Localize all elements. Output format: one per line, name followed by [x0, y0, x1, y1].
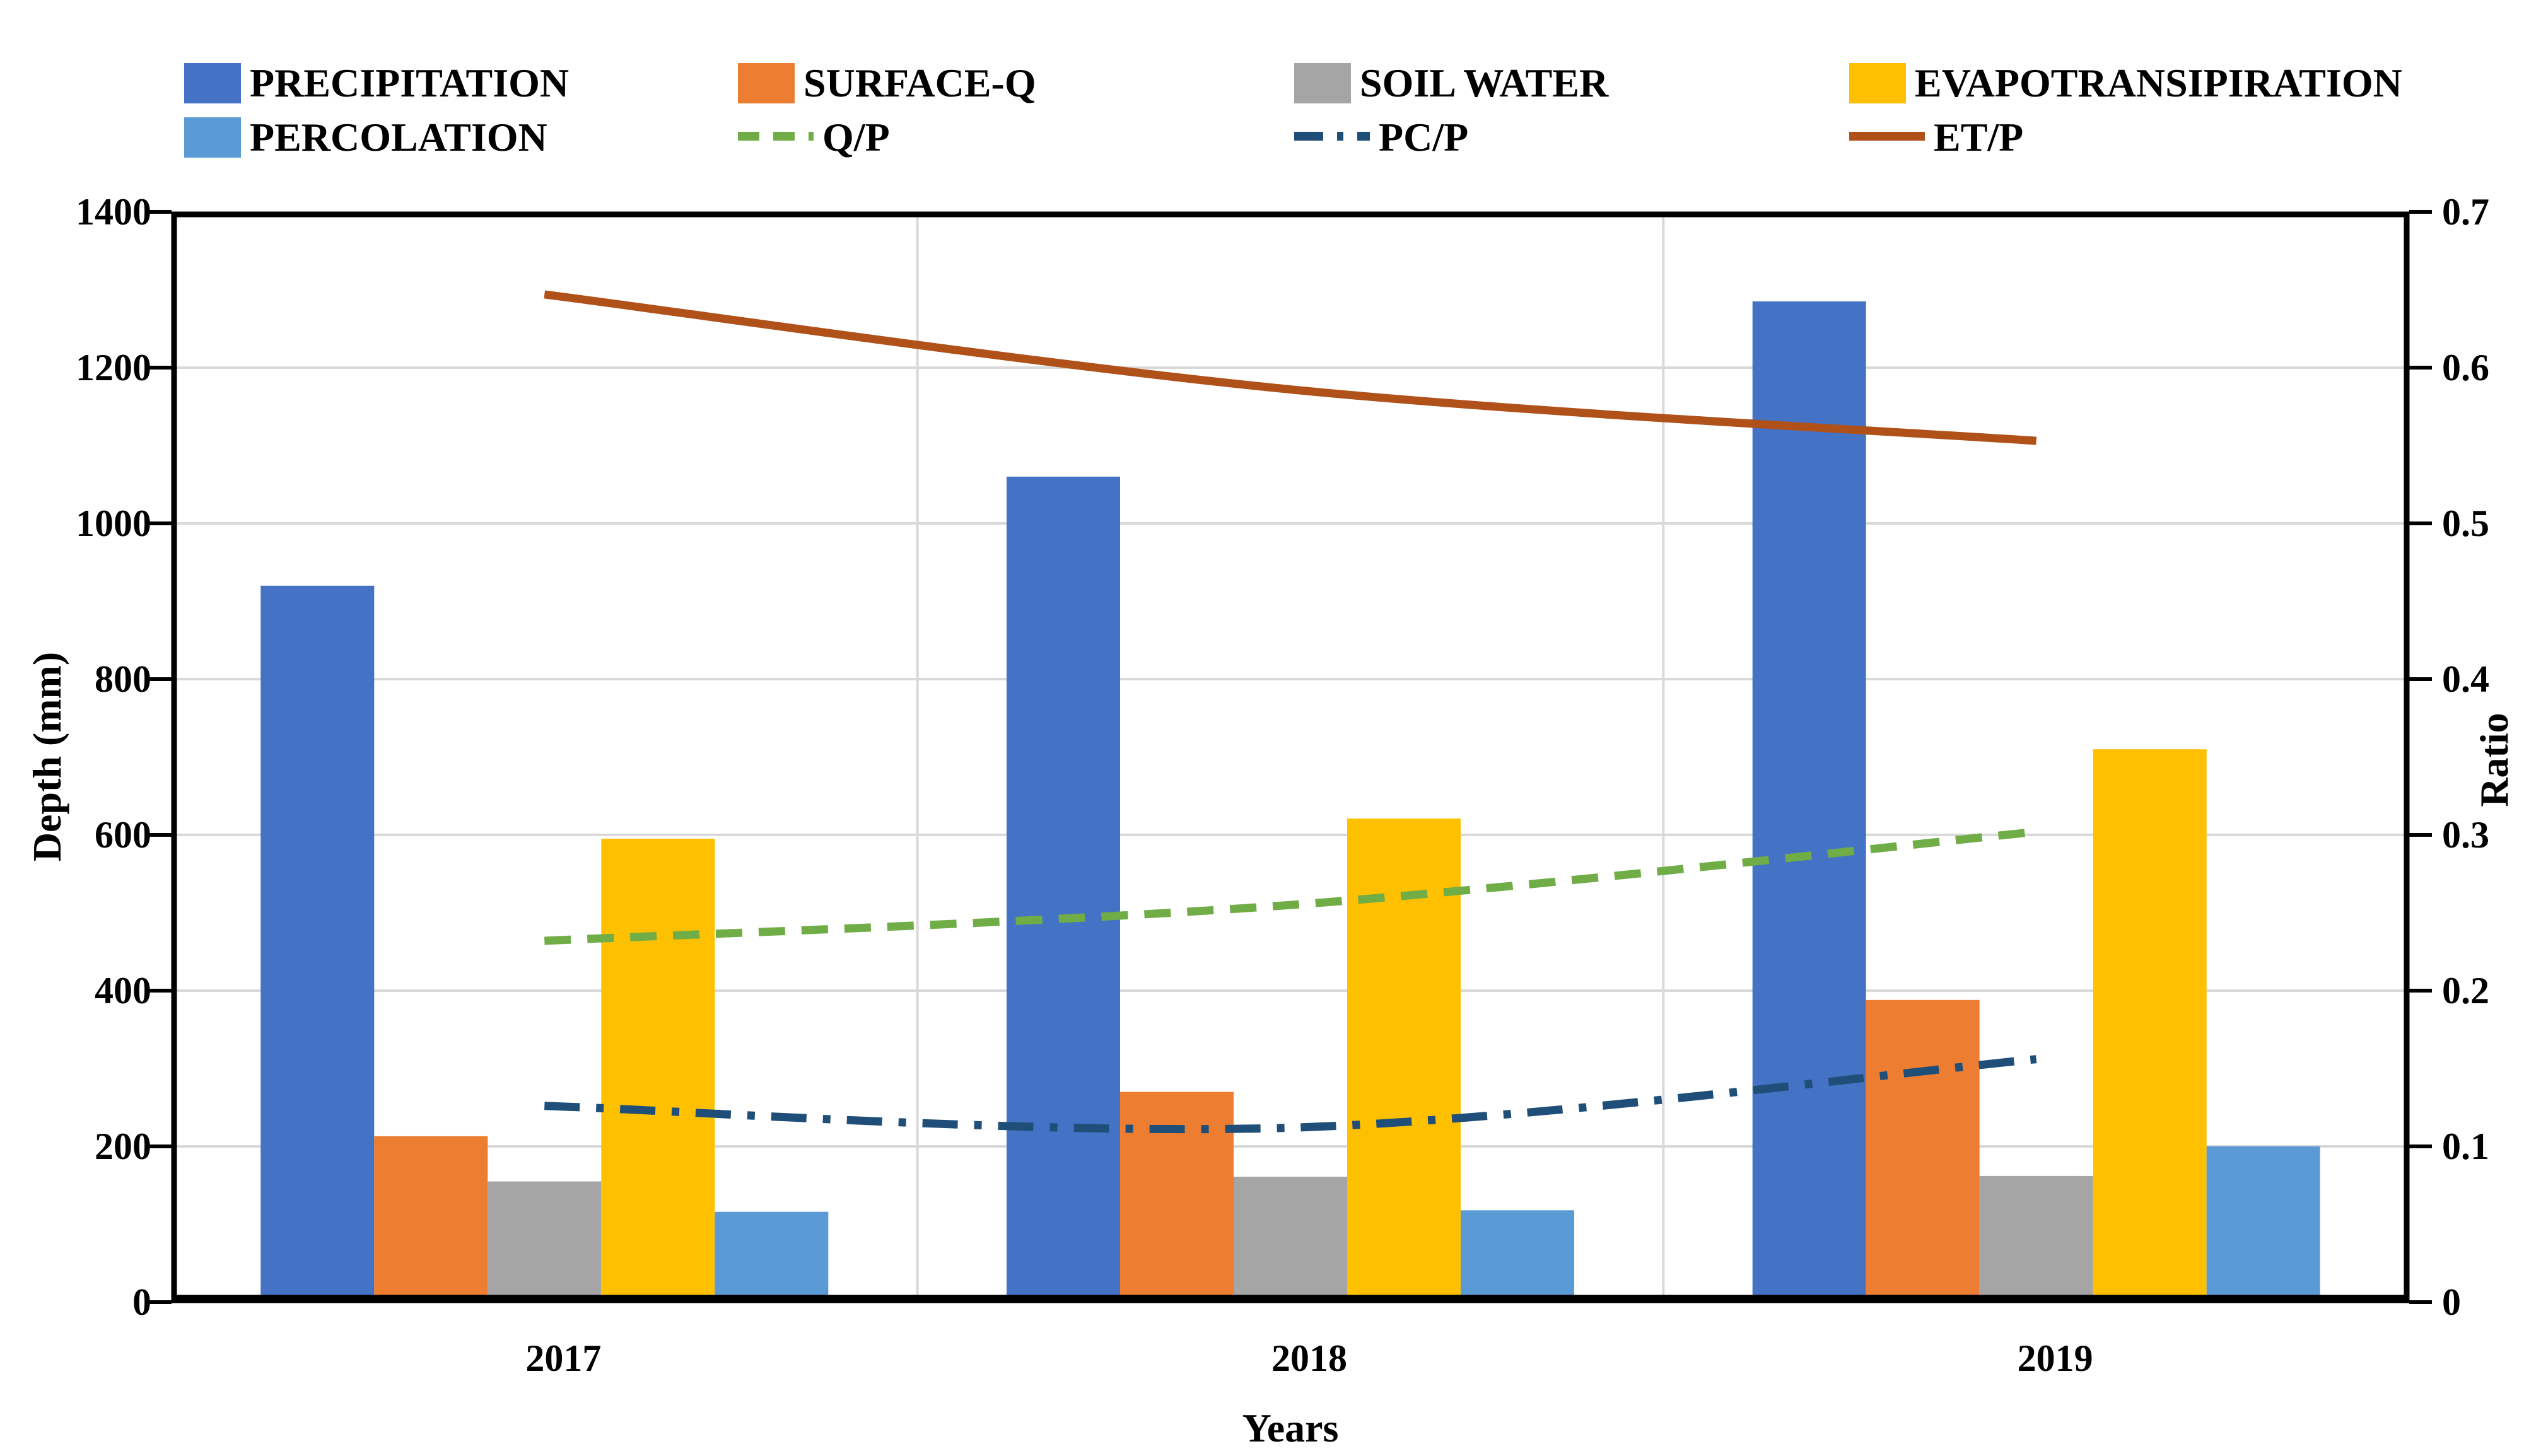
- legend-label: SURFACE-Q: [803, 61, 1036, 105]
- legend-label: SOIL WATER: [1360, 61, 1609, 105]
- precipitation-swatch-icon: [184, 63, 241, 103]
- legend-item-pcp: PC/P: [1294, 115, 1468, 160]
- chart-canvas: [149, 210, 2432, 1304]
- qp-dashed-line-icon: [738, 130, 814, 146]
- legend-item-qp: Q/P: [738, 115, 890, 160]
- legend-item-etp: ET/P: [1849, 115, 2023, 160]
- right-axis-tick-0.1: 0.1: [2442, 1126, 2489, 1167]
- right-axis-tick-0.5: 0.5: [2442, 503, 2489, 544]
- legend-label: EVAPOTRANSIPIRATION: [1915, 61, 2402, 105]
- right-axis-title: Ratio: [2472, 713, 2516, 807]
- category-label-2017: 2017: [525, 1337, 602, 1379]
- legend-label: PC/P: [1379, 115, 1469, 160]
- category-label-2019: 2019: [2017, 1337, 2093, 1379]
- legend-label: PERCOLATION: [250, 115, 547, 160]
- left-axis-tick-1000: 1000: [76, 503, 151, 544]
- left-axis-tick-400: 400: [95, 970, 151, 1011]
- evapotransipiration-swatch-icon: [1849, 63, 1906, 103]
- left-axis-tick-200: 200: [95, 1126, 151, 1167]
- percolation-swatch-icon: [184, 117, 241, 158]
- legend-item-precipitation: PRECIPITATION: [184, 61, 569, 105]
- right-axis-tick-0.4: 0.4: [2442, 658, 2489, 700]
- plot-area: [149, 210, 2432, 1304]
- soil-water-swatch-icon: [1294, 63, 1351, 103]
- left-axis-tick-0: 0: [132, 1281, 151, 1323]
- left-axis-tick-1200: 1200: [76, 347, 151, 388]
- legend-label: ET/P: [1934, 115, 2024, 160]
- legend-item-surface-q: SURFACE-Q: [738, 61, 1036, 105]
- right-axis-tick-0.7: 0.7: [2442, 191, 2489, 233]
- right-axis-tick-0.6: 0.6: [2442, 347, 2489, 388]
- etp-solid-line-icon: [1849, 130, 1925, 146]
- surface-q-swatch-icon: [738, 63, 795, 103]
- legend-label: Q/P: [822, 115, 890, 160]
- right-axis-tick-0.2: 0.2: [2442, 970, 2489, 1011]
- legend-label: PRECIPITATION: [250, 61, 570, 105]
- left-axis-title: Depth (mm): [25, 651, 69, 862]
- category-label-2018: 2018: [1271, 1337, 1347, 1379]
- right-axis-tick-0.3: 0.3: [2442, 814, 2489, 856]
- legend-item-percolation: PERCOLATION: [184, 115, 547, 160]
- right-axis-tick-0: 0: [2442, 1281, 2461, 1323]
- left-axis-tick-800: 800: [95, 658, 151, 700]
- pcp-dashdot-line-icon: [1294, 130, 1370, 146]
- legend-item-soil-water: SOIL WATER: [1294, 61, 1608, 105]
- left-axis-tick-600: 600: [95, 814, 151, 856]
- legend-item-evapotransipiration: EVAPOTRANSIPIRATION: [1849, 61, 2402, 105]
- x-axis-title: Years: [1242, 1406, 1339, 1450]
- left-axis-tick-1400: 1400: [76, 191, 151, 233]
